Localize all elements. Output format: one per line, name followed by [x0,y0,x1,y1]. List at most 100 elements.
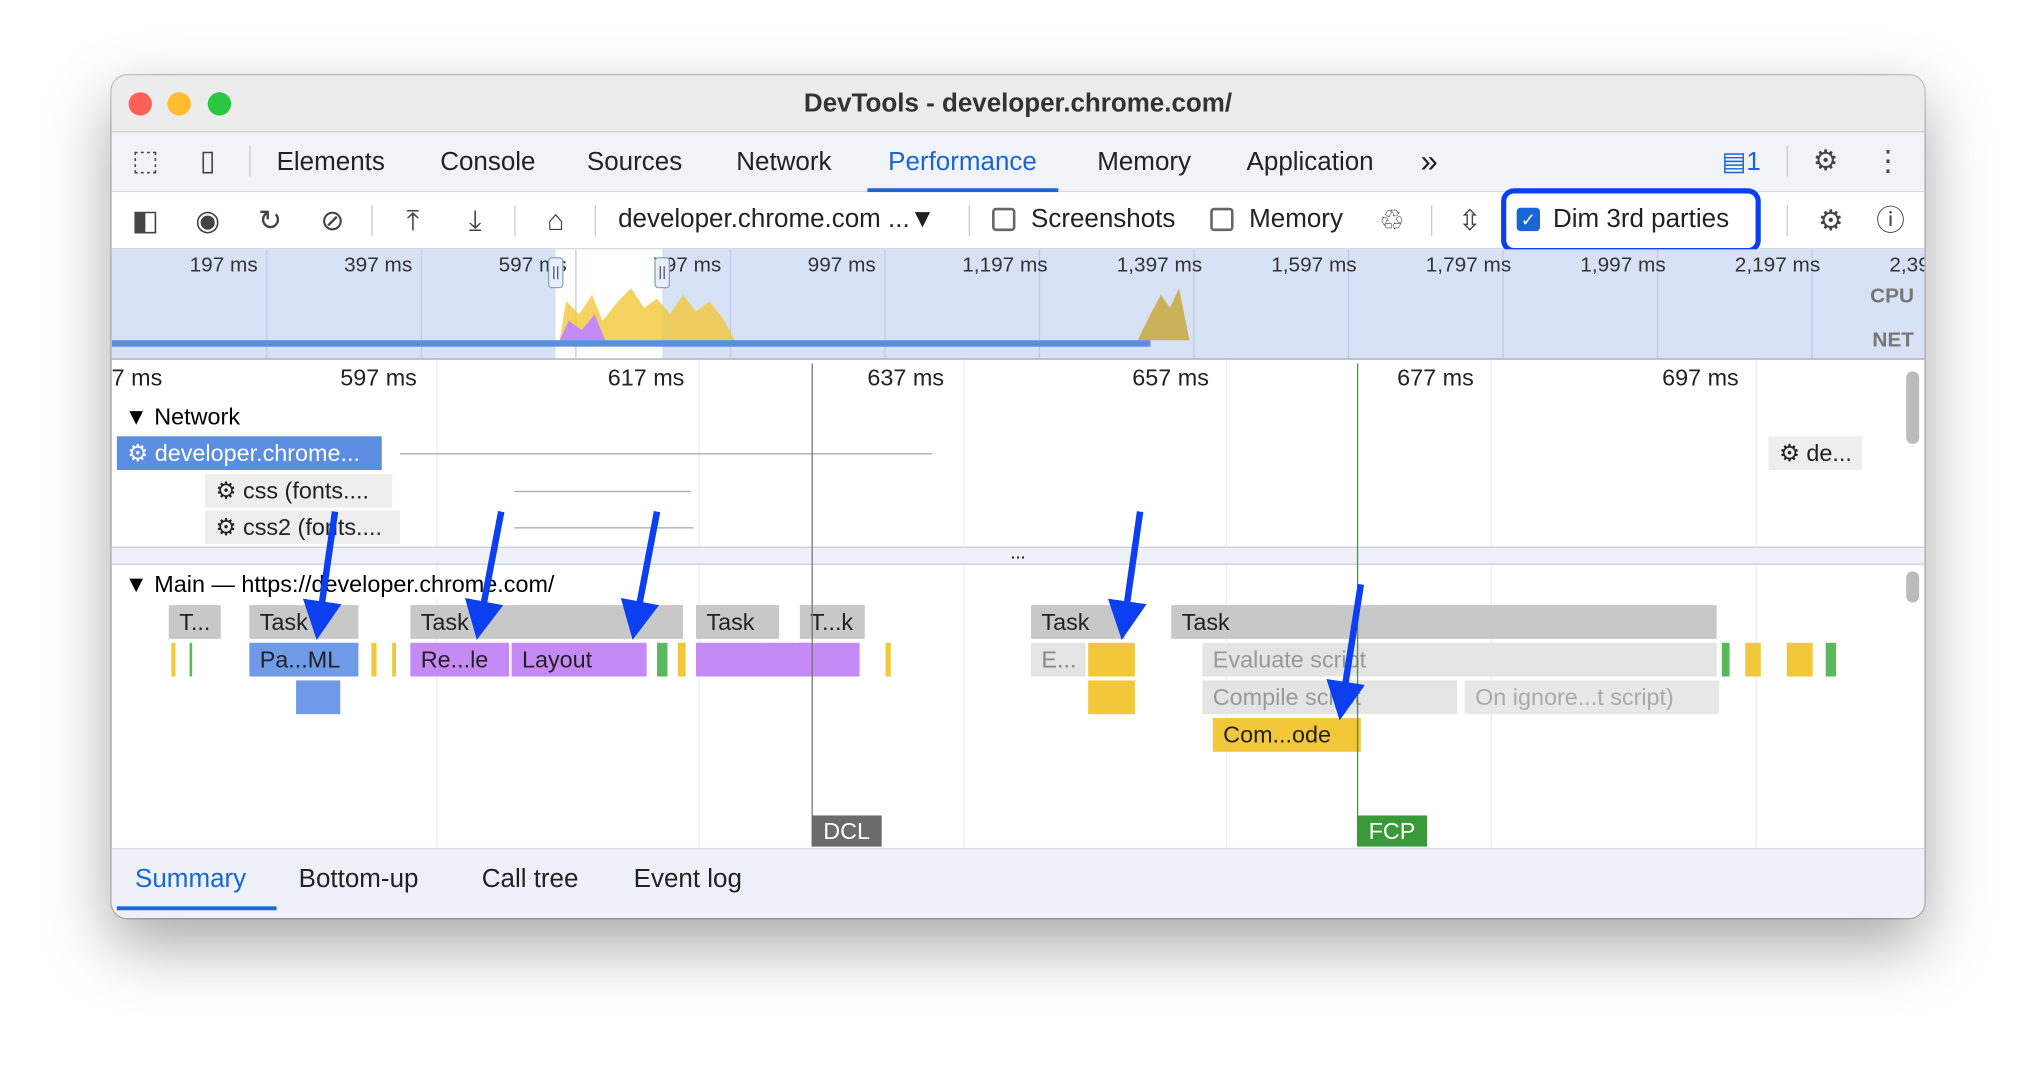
tab-bottom-up[interactable]: Bottom-up [298,864,419,894]
panel-tabs: ⬚ ▯ Elements Console Sources Network Per… [111,132,1925,193]
ruler-tick-label: 657 ms [1132,364,1209,391]
overview-grid-line [1656,249,1659,359]
overview-tick-label: 1,797 ms [1425,254,1512,277]
recording-select[interactable]: developer.chrome.com ...▼ [618,205,935,235]
recording-select-value: developer.chrome.com ... [618,205,910,234]
track-resizer[interactable]: ... [111,543,1925,565]
tab-network[interactable]: Network [736,148,832,177]
overview-grid-line [884,249,886,359]
timeline-overview[interactable]: 197 ms 397 ms 597 ms 797 ms 997 ms 1,197 ms 1,… [111,249,1925,360]
task-bar[interactable]: Task [410,605,684,639]
task-bar[interactable]: T...k [799,605,865,639]
clear-icon[interactable]: ⊘ [320,203,345,237]
home-icon[interactable]: ⌂ [547,203,565,237]
task-bar[interactable]: Task [1031,605,1125,639]
overview-tick-label: 1,597 ms [1271,254,1357,277]
tab-sources[interactable]: Sources [586,148,683,177]
overview-tick-label: 2,397 [1889,254,1924,277]
overview-grid-line [1038,249,1041,359]
title-bar: DevTools - developer.chrome.com/ [111,75,1925,133]
network-request[interactable]: ⚙ de... [1768,436,1863,471]
event-bar[interactable]: Com...ode [1212,718,1361,752]
event-bar[interactable]: E... [1031,642,1086,677]
memory-checkbox[interactable] [1210,207,1234,232]
dropdown-arrow-icon: ▼ [909,205,936,234]
selection-handle-left[interactable] [547,257,564,289]
task-bar[interactable]: Task [695,605,780,639]
tab-event-log[interactable]: Event log [633,864,742,894]
more-options-icon[interactable]: ⋮ [1873,144,1903,177]
devtools-window: DevTools - developer.chrome.com/ ⬚ ▯ Ele… [111,75,1925,919]
tab-console[interactable]: Console [440,148,536,177]
event-bar[interactable]: Pa...ML [249,642,359,677]
task-bar[interactable]: Task [1171,605,1717,639]
collapse-tracks-icon[interactable]: ⇳ [1457,203,1482,237]
overview-grid-line [266,249,268,359]
overview-tick-label: 397 ms [344,254,413,277]
close-window-button[interactable] [128,92,152,116]
overview-grid-line [729,249,732,359]
overview-tick-label: 1,397 ms [1116,254,1203,277]
capture-settings-icon[interactable]: ⚙ [1818,203,1844,237]
help-icon[interactable]: ⓘ [1876,203,1905,237]
overview-tick-label: 997 ms [807,254,876,277]
dim-3rd-parties-checkbox[interactable]: ✓ [1516,207,1541,232]
event-bar[interactable]: Re...le [410,642,510,677]
settings-icon[interactable]: ⚙ [1812,144,1839,177]
fcp-marker[interactable]: FCP [1356,815,1428,847]
tab-application[interactable]: Application [1246,148,1374,177]
performance-toolbar: ◧ ◉ ↻ ⊘ ⤒ ⤓ ⌂ developer.chrome.com ...▼ … [111,188,1925,254]
screenshots-checkbox[interactable] [992,207,1016,232]
overview-grid-line [1347,249,1350,359]
overview-grid-line [420,249,423,359]
tab-performance[interactable]: Performance [867,132,1057,193]
ruler-tick-label: 597 ms [340,364,417,391]
main-track-header[interactable]: ▼ Main — https://developer.chrome.com/ [124,570,555,599]
reload-record-icon[interactable]: ↻ [258,203,283,237]
tab-memory[interactable]: Memory [1097,148,1192,177]
overview-grid-line [1502,249,1504,359]
event-bar[interactable]: Layout [511,642,647,677]
network-request[interactable]: ⚙ css (fonts.... [205,473,393,508]
download-icon[interactable]: ⤓ [468,203,482,237]
main-track: ▼ Main — https://developer.chrome.com/ T… [112,363,1925,849]
event-bar[interactable]: Compile script [1202,680,1457,715]
event-bar[interactable]: On ignore...t script) [1464,680,1720,715]
minimize-window-button[interactable] [167,92,191,116]
network-track-header[interactable]: ▼ Network [124,403,241,430]
cpu-chart [111,288,1190,347]
dcl-marker[interactable]: DCL [811,815,882,847]
net-label: NET [1872,329,1914,352]
overview-tick-label: 2,197 ms [1734,254,1821,277]
overview-tick-label: 1,997 ms [1580,254,1666,277]
network-request[interactable]: ⚙ developer.chrome... [116,436,382,471]
event-sliver [1786,642,1813,677]
task-bar[interactable]: T... [168,605,221,639]
garbage-collect-icon[interactable]: ♲ [1379,203,1405,237]
main-scrollbar[interactable] [1906,571,1920,603]
task-bar[interactable]: Task [249,605,359,639]
overview-grid-line [1811,249,1813,359]
issues-button[interactable]: ▤1 [1722,132,1761,192]
network-track: ▼ Network ⚙ developer.chrome... ⚙ css (f… [112,396,1925,547]
event-bar[interactable]: Evaluate script [1202,642,1717,677]
inspect-element-icon[interactable]: ⬚ [131,144,159,177]
upload-icon[interactable]: ⤒ [406,203,420,237]
network-scrollbar[interactable] [1906,371,1920,445]
overview-tick-label: 197 ms [189,254,258,277]
ruler-tick-label: 617 ms [607,364,685,391]
zoom-window-button[interactable] [207,92,232,116]
network-request[interactable]: ⚙ css2 (fonts.... [205,510,400,545]
tab-call-tree[interactable]: Call tree [481,864,579,894]
tab-summary[interactable]: Summary [135,864,247,894]
toggle-sidebar-icon[interactable]: ◧ [131,203,159,237]
selection-handle-right[interactable] [654,257,671,289]
device-toolbar-icon[interactable]: ▯ [199,144,216,177]
event-sliver [657,642,668,677]
dim-3rd-parties-label: Dim 3rd parties [1553,205,1730,234]
record-icon[interactable]: ◉ [195,203,221,237]
grid-line [963,359,965,858]
event-sliver [392,642,397,677]
more-tabs-icon[interactable]: » [1420,144,1438,180]
tab-elements[interactable]: Elements [276,148,385,177]
